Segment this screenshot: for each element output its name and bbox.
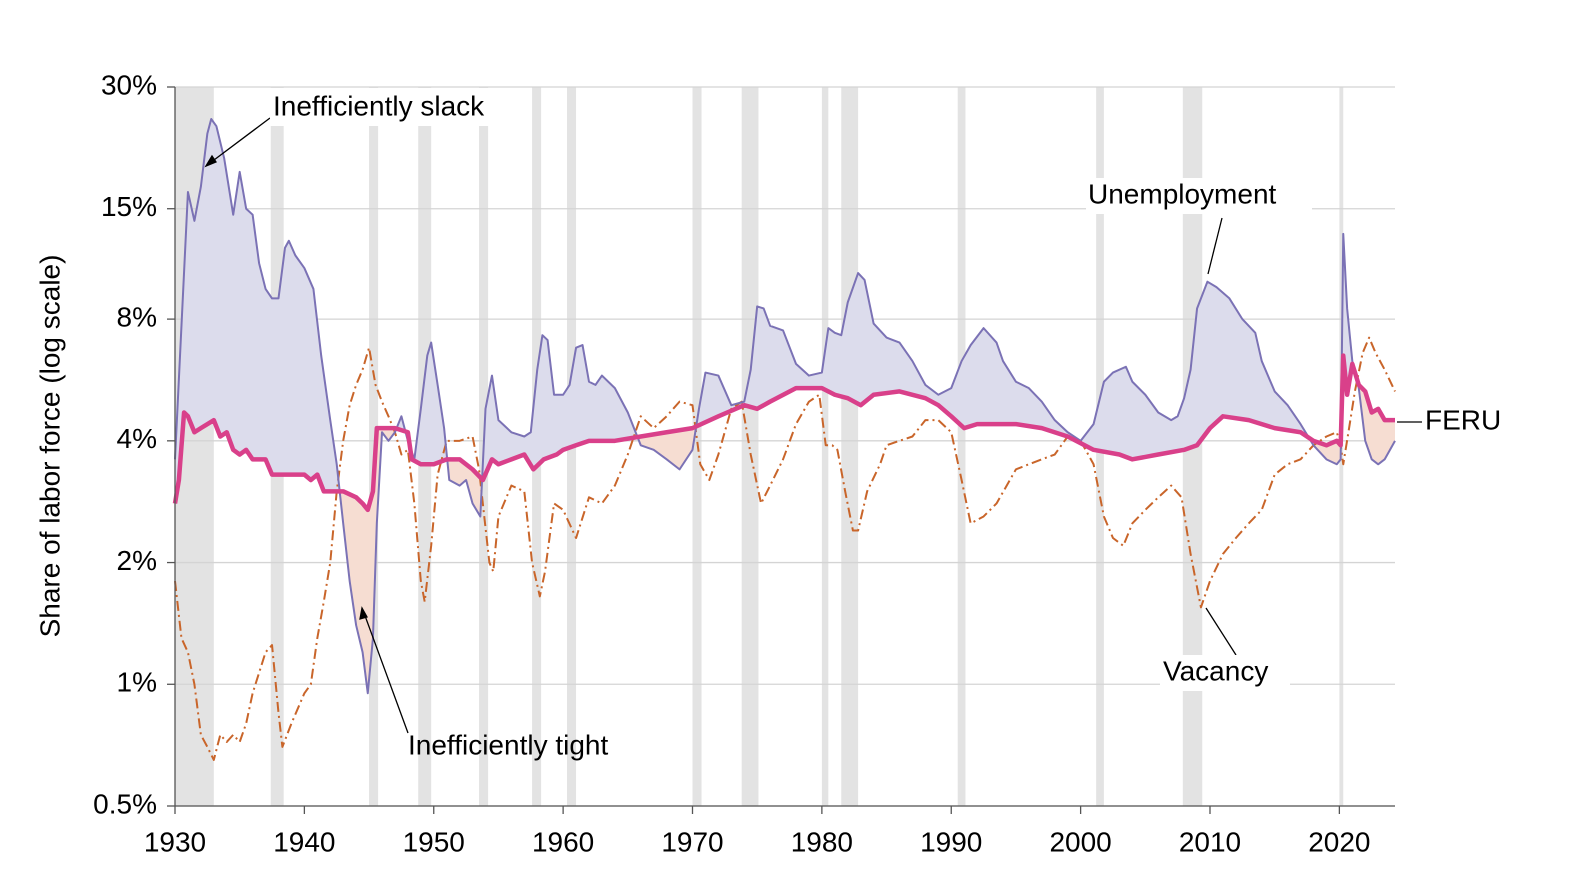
x-tick-label: 2000: [1049, 826, 1111, 857]
series-label: FERU: [1425, 404, 1501, 435]
series-line: [174, 118, 1396, 695]
y-tick-label: 30%: [101, 69, 157, 100]
arrowhead: [359, 606, 368, 620]
series-label: Unemployment: [1088, 178, 1277, 209]
x-tick-label: 2010: [1179, 826, 1241, 857]
arrowhead: [204, 154, 217, 168]
slack-area: [175, 119, 1395, 510]
arrow: [209, 117, 271, 164]
recession-band: [841, 87, 859, 806]
series-label: Vacancy: [1163, 655, 1268, 686]
annotation-arrows: [204, 117, 1422, 734]
label-bg: [1086, 178, 1312, 214]
x-tick-label: 1930: [144, 826, 206, 857]
x-tick-label: 1990: [920, 826, 982, 857]
annotation: Inefficiently slack: [273, 90, 485, 121]
x-tick-label: 1980: [791, 826, 853, 857]
recession-band: [957, 87, 966, 806]
arrow: [1207, 217, 1223, 275]
x-tick-label: 2020: [1308, 826, 1370, 857]
y-tick-label: 2%: [117, 545, 157, 576]
label-bg: [270, 88, 525, 126]
y-tick-label: 1%: [117, 667, 157, 698]
annotation: Inefficiently tight: [408, 729, 608, 760]
recession-band: [741, 87, 759, 806]
x-tick-label: 1950: [403, 826, 465, 857]
y-tick-label: 8%: [117, 302, 157, 333]
y-axis-label: Share of labor force (log scale): [34, 255, 65, 638]
y-tick-label: 0.5%: [93, 788, 157, 819]
series-line: [174, 336, 1396, 761]
y-tick-label: 4%: [117, 423, 157, 454]
x-tick-label: 1940: [273, 826, 335, 857]
x-tick-label: 1960: [532, 826, 594, 857]
arrow: [1205, 607, 1237, 656]
label-bg: [1160, 655, 1290, 691]
recession-band: [821, 87, 829, 806]
x-tick-label: 1970: [661, 826, 723, 857]
y-tick-label: 15%: [101, 191, 157, 222]
series-line: [172, 353, 1395, 513]
arrow: [363, 612, 409, 734]
